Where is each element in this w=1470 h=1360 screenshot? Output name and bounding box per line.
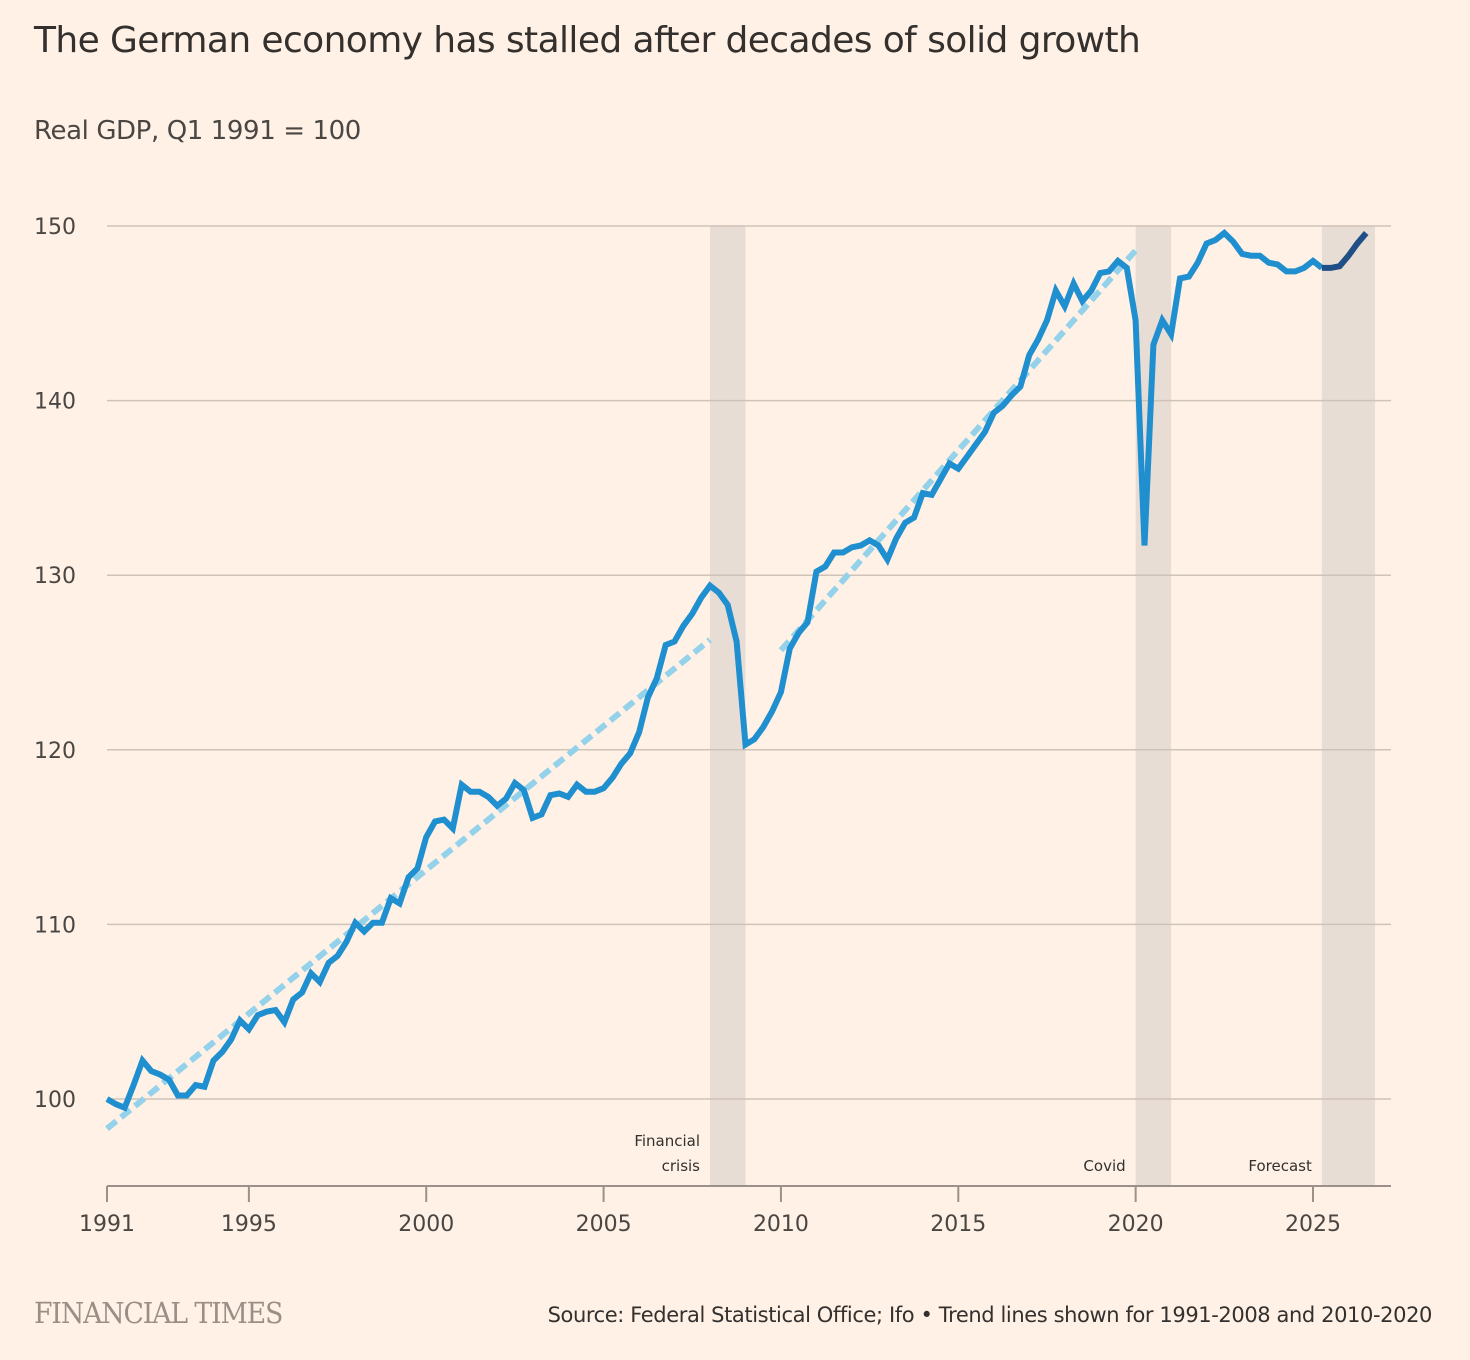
y-tick-label: 130 — [34, 564, 76, 589]
shaded-band-forecast — [1321, 226, 1376, 1186]
x-tick-label: 2025 — [1285, 1212, 1341, 1237]
x-tick-label: 2005 — [576, 1212, 632, 1237]
x-tick-label: 2015 — [930, 1212, 986, 1237]
y-tick-label: 100 — [34, 1088, 76, 1113]
y-tick-label: 110 — [34, 913, 76, 938]
y-axis-tick-labels: 100 110 120 130 140 150 — [34, 215, 76, 1113]
gridlines — [107, 225, 1391, 1100]
band-label: crisis — [662, 1157, 701, 1175]
y-tick-label: 150 — [34, 215, 76, 240]
gdp-line — [105, 229, 1324, 1112]
y-tick-label: 140 — [34, 390, 76, 415]
data-series — [105, 229, 1369, 1112]
chart-title: The German economy has stalled after dec… — [34, 20, 1141, 61]
trend-lines — [105, 248, 1138, 1132]
source-note: Source: Federal Statistical Office; Ifo … — [547, 1303, 1433, 1327]
band-labels: Financial crisis Covid Forecast — [634, 1132, 1312, 1175]
x-tick-label: 2010 — [753, 1212, 809, 1237]
shaded-bands — [710, 226, 1376, 1186]
forecast-line — [1321, 231, 1369, 271]
x-tick-label: 1991 — [79, 1212, 135, 1237]
band-label: Financial — [634, 1132, 700, 1150]
band-label: Forecast — [1248, 1157, 1312, 1175]
y-tick-label: 120 — [34, 739, 76, 764]
ft-logo: FINANCIAL TIMES — [34, 1296, 283, 1330]
x-tick-label: 1995 — [221, 1212, 277, 1237]
x-axis: 1991 1995 2000 2005 2010 2015 2020 2025 — [79, 1185, 1391, 1237]
x-tick-label: 2000 — [398, 1212, 454, 1237]
band-label: Covid — [1083, 1157, 1125, 1175]
trend-line-3 — [778, 248, 1138, 653]
chart-subtitle: Real GDP, Q1 1991 = 100 — [34, 116, 361, 146]
x-tick-label: 2020 — [1108, 1212, 1164, 1237]
